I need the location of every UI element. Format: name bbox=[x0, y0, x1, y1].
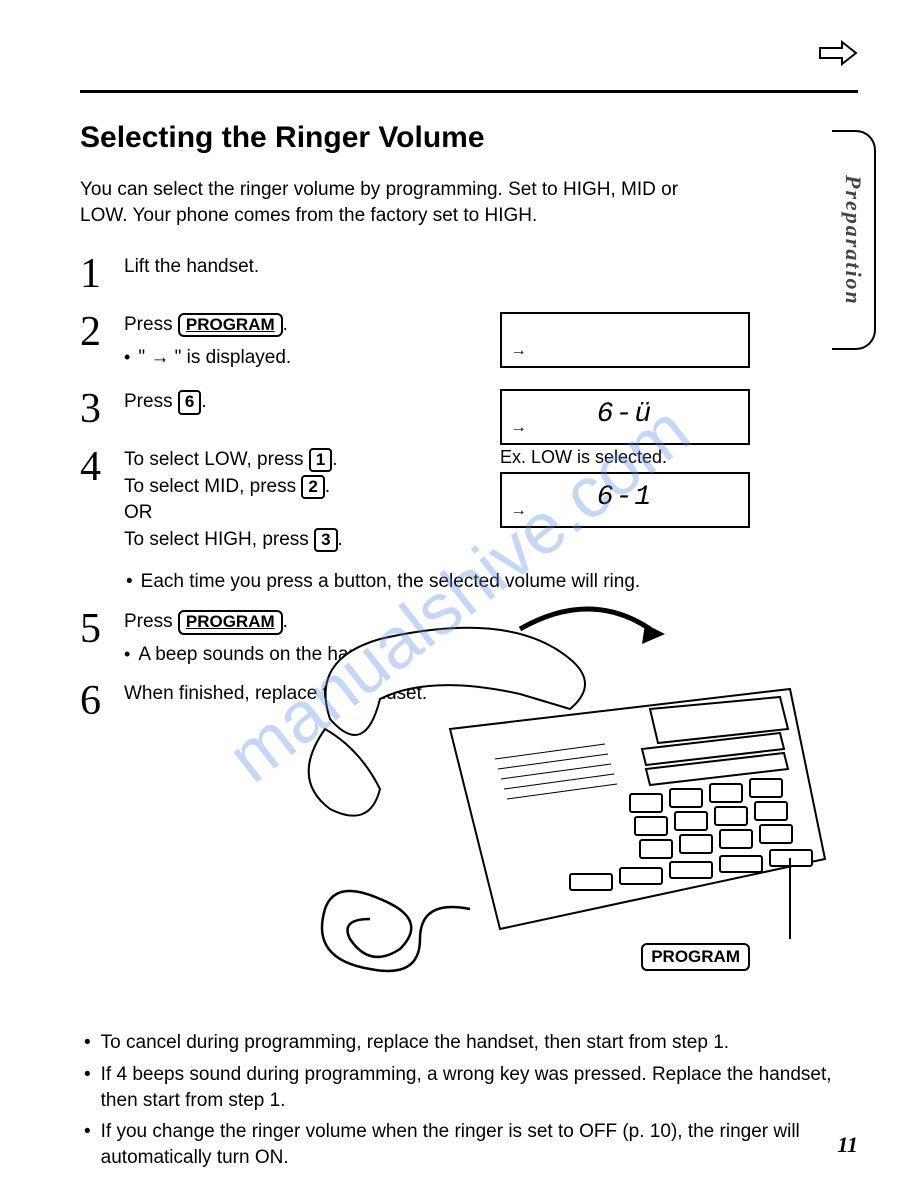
step-2: 2 Press PROGRAM. " → " is displayed. → bbox=[80, 312, 858, 371]
bottom-notes: To cancel during programming, replace th… bbox=[80, 1030, 858, 1170]
mid-note: Each time you press a button, the select… bbox=[126, 571, 858, 593]
step-text: . bbox=[283, 314, 288, 335]
lcd-display: Ex. LOW is selected. 6-1 → bbox=[500, 447, 780, 528]
lcd-arrow-icon: → bbox=[514, 419, 524, 437]
key-label: 2 bbox=[301, 475, 324, 499]
program-callout-label: PROGRAM bbox=[641, 943, 750, 971]
example-label: Ex. LOW is selected. bbox=[500, 447, 780, 468]
key-label: 6 bbox=[178, 390, 201, 414]
intro-text: You can select the ringer volume by prog… bbox=[80, 177, 700, 228]
lcd-display: 6-ü → bbox=[500, 389, 780, 445]
key-label: 1 bbox=[309, 448, 332, 472]
note-item: If 4 beeps sound during programming, a w… bbox=[80, 1062, 858, 1113]
note-item: If you change the ringer volume when the… bbox=[80, 1119, 858, 1170]
note-item: To cancel during programming, replace th… bbox=[80, 1030, 858, 1056]
step-text: Press bbox=[124, 314, 178, 335]
page-title: Selecting the Ringer Volume bbox=[80, 121, 858, 155]
manual-page: Preparation Selecting the Ringer Volume … bbox=[0, 0, 918, 1188]
step-text: Lift the handset. bbox=[124, 256, 259, 277]
step-number: 5 bbox=[80, 609, 124, 649]
program-button-label: PROGRAM bbox=[178, 313, 283, 337]
lcd-arrow-icon: → bbox=[514, 502, 524, 520]
step-3: 3 Press 6. 6-ü → bbox=[80, 389, 858, 429]
lcd-text: 6-1 bbox=[502, 482, 748, 513]
page-number: 11 bbox=[837, 1132, 858, 1158]
step-number: 4 bbox=[80, 447, 124, 487]
step-number: 1 bbox=[80, 254, 124, 294]
phone-illustration: PROGRAM bbox=[270, 599, 830, 979]
step-1: 1 Lift the handset. bbox=[80, 254, 858, 294]
step-number: 6 bbox=[80, 681, 124, 721]
step-number: 3 bbox=[80, 389, 124, 429]
continue-arrow-icon bbox=[818, 40, 858, 71]
step-4: 4 To select LOW, press 1. To select MID,… bbox=[80, 447, 858, 553]
lcd-arrow-icon: → bbox=[514, 342, 524, 360]
lcd-display: → bbox=[500, 312, 780, 368]
top-rule bbox=[80, 90, 858, 93]
step-text: Press bbox=[124, 391, 178, 412]
lcd-text: 6-ü bbox=[502, 399, 748, 430]
step-5-6-block: 5 Press PROGRAM. A beep sounds on the ha… bbox=[80, 609, 858, 720]
key-label: 3 bbox=[314, 528, 337, 552]
program-button-label: PROGRAM bbox=[178, 610, 283, 634]
step-number: 2 bbox=[80, 312, 124, 352]
